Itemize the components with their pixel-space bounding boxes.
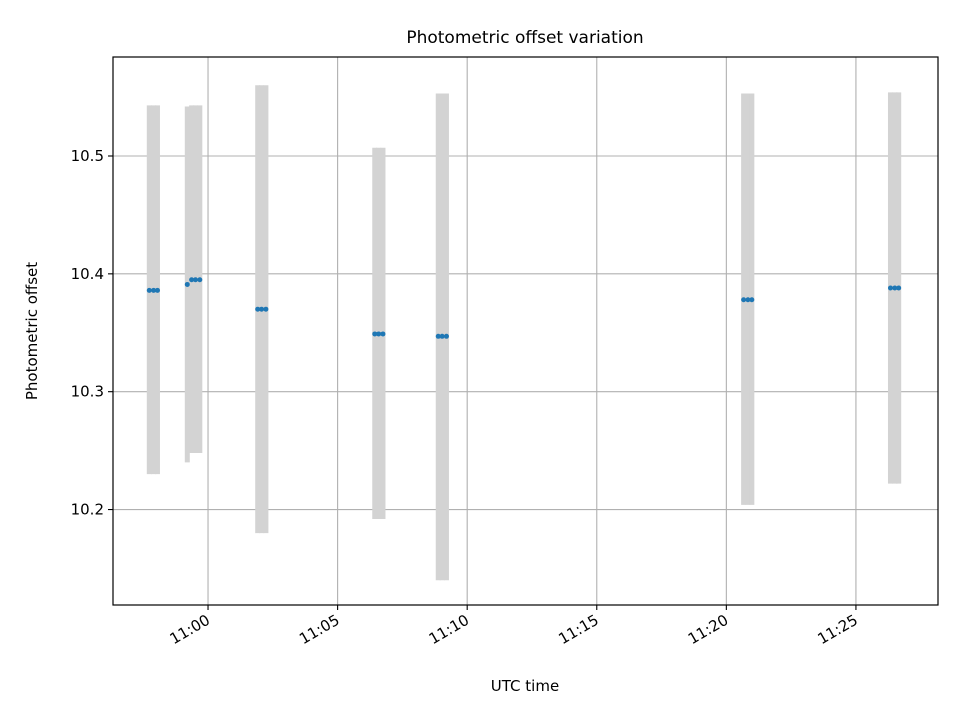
data-point bbox=[259, 306, 265, 312]
data-point bbox=[263, 306, 269, 312]
plot-frame bbox=[112, 56, 939, 606]
data-point bbox=[380, 331, 386, 337]
x-tick-label: 11:15 bbox=[555, 611, 601, 648]
y-tick-label: 10.2 bbox=[71, 501, 104, 519]
data-point bbox=[745, 297, 751, 303]
data-points bbox=[146, 277, 902, 339]
data-point bbox=[896, 285, 902, 291]
x-tick-label: 11:25 bbox=[814, 611, 860, 648]
y-tick-label: 10.4 bbox=[71, 265, 104, 283]
data-point bbox=[193, 277, 198, 283]
data-point bbox=[189, 277, 195, 283]
error-bars bbox=[146, 85, 902, 581]
data-point bbox=[372, 331, 378, 337]
x-tick-label: 11:20 bbox=[685, 611, 731, 648]
data-point bbox=[443, 333, 449, 339]
x-tick-label: 11:05 bbox=[296, 611, 342, 648]
data-point bbox=[749, 297, 755, 303]
data-point bbox=[255, 306, 261, 312]
x-tick-label: 11:00 bbox=[167, 611, 213, 648]
data-point bbox=[197, 277, 203, 283]
data-point bbox=[892, 285, 898, 291]
data-point bbox=[154, 287, 160, 293]
data-point bbox=[887, 285, 893, 291]
data-point bbox=[376, 331, 382, 337]
data-point bbox=[184, 281, 190, 287]
x-tick-label: 11:10 bbox=[426, 611, 472, 648]
data-point bbox=[741, 297, 747, 303]
y-tick-label: 10.5 bbox=[71, 147, 104, 165]
data-point bbox=[439, 333, 445, 339]
grid-lines bbox=[113, 57, 938, 605]
data-point bbox=[151, 287, 157, 293]
data-point bbox=[435, 333, 441, 339]
x-axis-label: UTC time bbox=[491, 677, 559, 695]
chart-title: Photometric offset variation bbox=[406, 28, 643, 48]
y-axis-label: Photometric offset bbox=[23, 262, 41, 400]
data-point bbox=[146, 287, 152, 293]
y-tick-label: 10.3 bbox=[71, 383, 104, 401]
